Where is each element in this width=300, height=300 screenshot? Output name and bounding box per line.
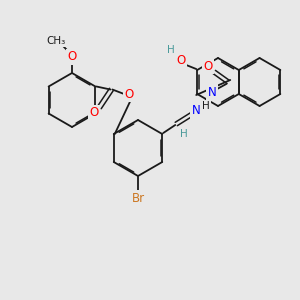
Text: O: O (90, 106, 99, 119)
Text: CH₃: CH₃ (46, 36, 66, 46)
Text: H: H (180, 129, 188, 139)
Text: O: O (68, 50, 76, 64)
Text: H: H (167, 45, 175, 55)
Text: N: N (208, 85, 217, 98)
Text: O: O (177, 53, 186, 67)
Text: N: N (192, 104, 201, 118)
Text: Br: Br (131, 191, 145, 205)
Text: O: O (204, 59, 213, 73)
Text: O: O (125, 88, 134, 101)
Text: H: H (202, 101, 210, 111)
